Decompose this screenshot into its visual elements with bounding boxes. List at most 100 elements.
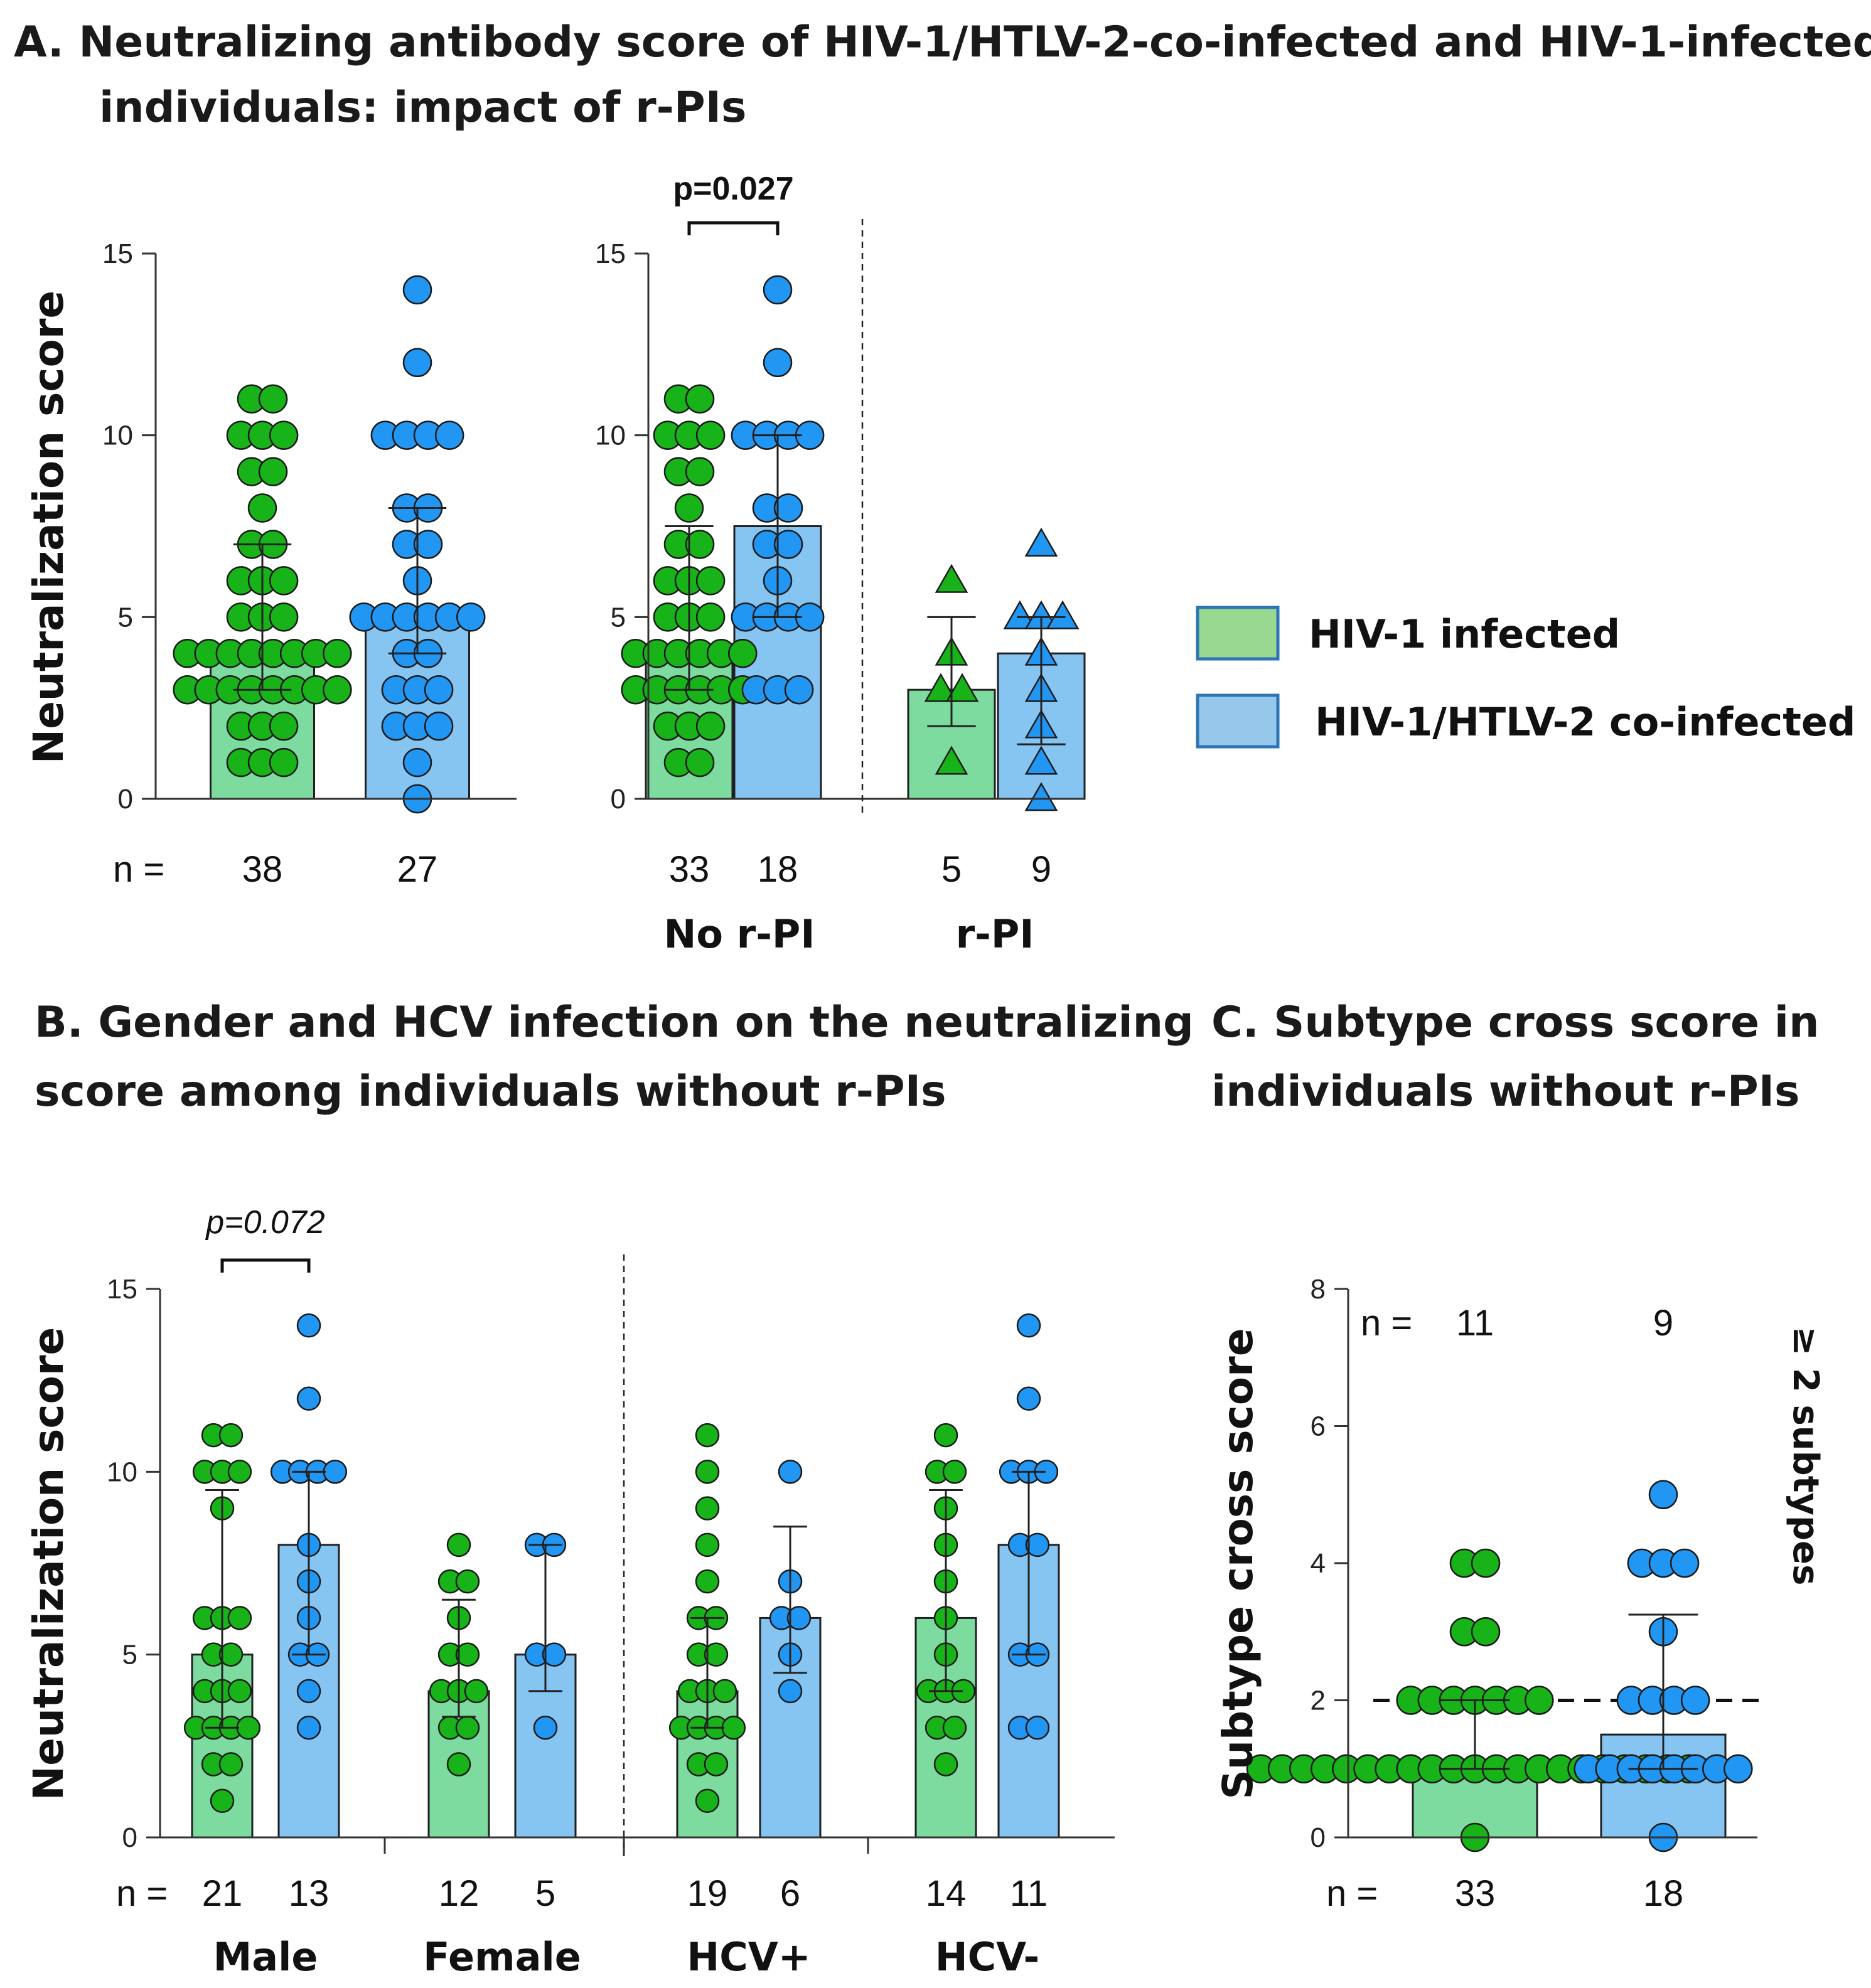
data-point	[685, 457, 715, 486]
data-point	[296, 1313, 321, 1338]
data-point	[924, 673, 958, 702]
data-point	[269, 747, 299, 778]
data-point	[933, 1752, 958, 1777]
legend-swatch-hiv1	[1196, 606, 1280, 661]
data-point	[269, 711, 299, 741]
data-point	[424, 675, 454, 705]
legend: HIV-1 infected HIV-1/HTLV-2 co-infected	[1196, 606, 1855, 749]
data-point	[455, 1642, 480, 1667]
data-point	[695, 1569, 720, 1594]
legend-swatch-coinfected	[1196, 693, 1280, 749]
data-point	[413, 530, 443, 559]
data-point	[227, 1606, 252, 1630]
data-point	[1724, 1754, 1753, 1783]
data-point	[296, 1679, 321, 1704]
data-point	[763, 275, 793, 305]
data-point	[935, 564, 968, 593]
y-tick-label: 0	[1311, 1822, 1326, 1853]
n-count: 6	[780, 1873, 800, 1914]
n-count: 14	[926, 1873, 967, 1914]
data-point	[685, 530, 715, 559]
data-point	[935, 746, 968, 775]
data-point	[695, 1423, 720, 1448]
data-point	[695, 1496, 720, 1520]
significance-bracket	[687, 221, 780, 235]
data-point	[455, 1715, 480, 1740]
n-label: n =	[1326, 1873, 1378, 1914]
n-label: n =	[116, 1873, 168, 1914]
data-point	[1016, 1313, 1041, 1338]
data-point	[704, 1752, 729, 1777]
data-point	[1025, 1715, 1050, 1740]
data-point	[446, 1532, 471, 1558]
data-point	[773, 530, 803, 559]
data-point	[695, 1532, 720, 1558]
data-point	[1525, 1686, 1554, 1715]
data-point	[269, 602, 299, 632]
n-count: 33	[669, 849, 710, 890]
data-point	[728, 639, 758, 668]
p-value-label: p=0.027	[673, 171, 793, 207]
y-tick-label: 10	[107, 1456, 137, 1487]
panel-b-title-line1: B. Gender and HCV infection on the neutr…	[35, 998, 1194, 1047]
panel-c-title-line1: C. Subtype cross score in	[1211, 998, 1820, 1047]
data-point	[323, 1460, 348, 1484]
data-point	[1046, 600, 1080, 629]
n-count-top: 9	[1653, 1303, 1673, 1344]
data-point	[1648, 1480, 1678, 1509]
y-axis-label: Neutralization score	[24, 1327, 73, 1800]
panel-a-title-line2: individuals: impact of r-PIs	[99, 83, 747, 132]
y-tick-label: 15	[102, 238, 133, 269]
data-point	[1471, 1617, 1501, 1647]
legend-label-hiv1: HIV-1 infected	[1309, 611, 1620, 657]
y-tick-label: 15	[595, 238, 626, 269]
data-point	[455, 1569, 480, 1594]
n-label-top: n =	[1361, 1303, 1412, 1344]
significance-bracket	[220, 1258, 311, 1273]
group-label: r-PI	[956, 911, 1034, 957]
data-point	[218, 1423, 244, 1448]
data-point	[434, 420, 464, 450]
data-point	[456, 602, 486, 632]
data-point	[402, 348, 432, 378]
panel-b-chart: 0 5 10 15 Neutralization score n = 21 13 12 5 19 6 1…	[24, 1204, 1115, 1980]
data-point	[533, 1715, 558, 1740]
n-count: 18	[1643, 1873, 1684, 1914]
data-point	[323, 639, 352, 668]
panel-a-overall-chart: 0 5 10 15 Neutralization score n = 38 27	[24, 238, 517, 890]
data-point	[269, 566, 299, 596]
n-count: 33	[1455, 1873, 1496, 1914]
panel-c-chart: 0 2 4 6 8 Subtype cross score n = 33 18 n = 11 9 ≥ 2…	[1214, 1274, 1826, 1914]
n-count: 11	[1010, 1873, 1048, 1914]
data-point	[258, 384, 288, 414]
data-point	[1016, 1386, 1041, 1411]
n-count-top: 11	[1456, 1303, 1494, 1344]
data-point	[695, 566, 726, 596]
threshold-label: ≥ 2 subtypes	[1785, 1327, 1826, 1586]
data-point	[296, 1715, 321, 1740]
data-point	[542, 1642, 567, 1667]
data-point	[210, 1788, 235, 1813]
data-point	[685, 747, 715, 778]
data-point	[424, 711, 454, 741]
p-value-label: p=0.072	[205, 1204, 324, 1241]
y-tick-label: 0	[122, 1822, 137, 1853]
y-tick-label: 4	[1311, 1548, 1326, 1579]
data-point	[778, 1460, 803, 1484]
data-point	[695, 602, 726, 632]
data-point	[1003, 600, 1037, 629]
y-tick-label: 10	[595, 420, 626, 451]
data-point	[942, 1460, 967, 1484]
data-point	[773, 493, 803, 523]
data-point	[247, 493, 277, 523]
data-point	[1025, 1532, 1050, 1558]
panel-b-title-line2: score among individuals without r-PIs	[35, 1067, 946, 1116]
y-tick-label: 6	[1311, 1411, 1326, 1442]
data-point	[446, 1752, 471, 1777]
data-point	[942, 1715, 967, 1740]
y-axis-label: Subtype cross score	[1214, 1328, 1262, 1800]
data-point	[1024, 527, 1058, 557]
y-axis-label: Neutralization score	[24, 291, 73, 764]
data-point	[1670, 1548, 1700, 1578]
